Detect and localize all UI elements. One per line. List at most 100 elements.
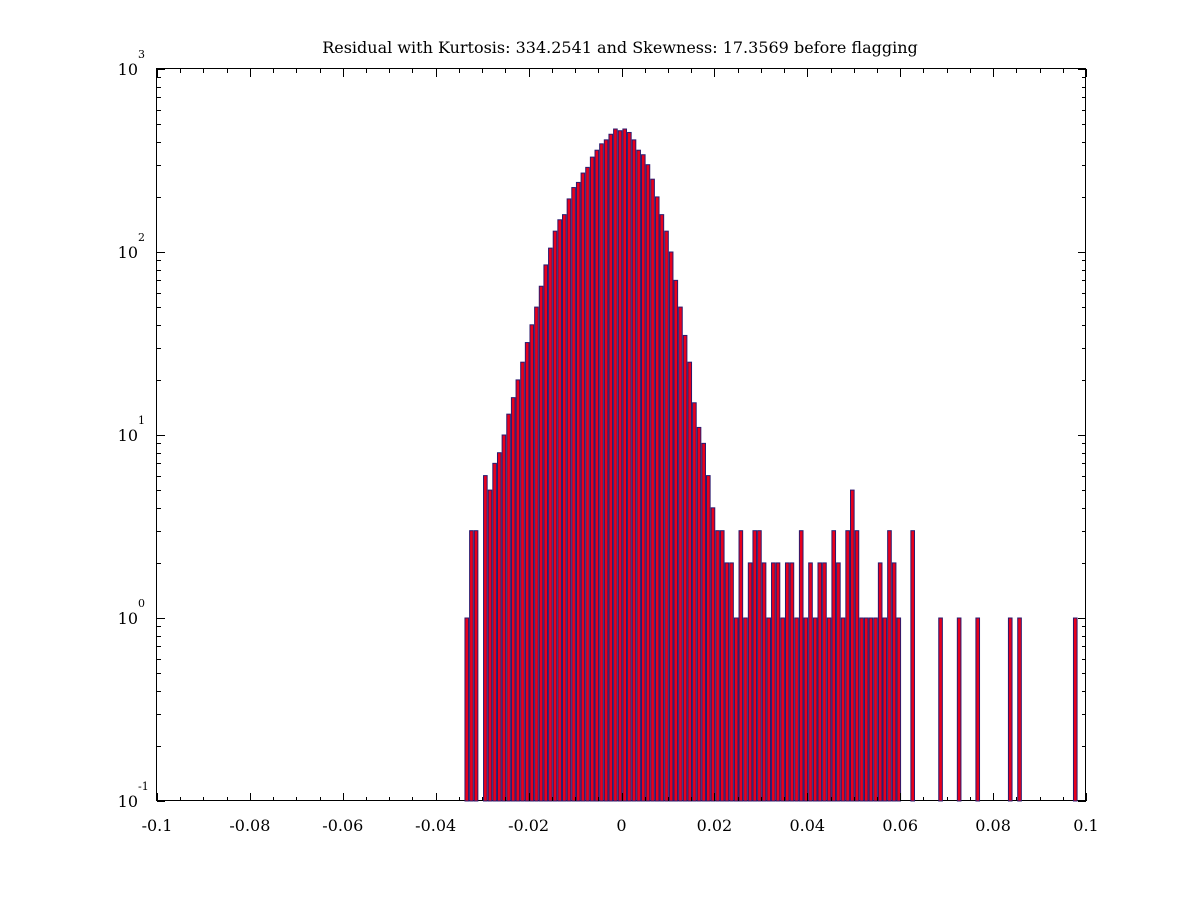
histogram-bar (501, 434, 507, 802)
histogram-bar (496, 452, 502, 802)
y-tick-exponent: 0 (138, 597, 145, 610)
histogram-bar (543, 264, 549, 802)
x-tick-label: 0.04 (789, 816, 825, 835)
histogram-bar (882, 617, 888, 802)
histogram-bar (636, 149, 641, 802)
histogram-bar (1072, 617, 1078, 802)
y-tick-exponent: 1 (138, 414, 145, 427)
histogram-bar (938, 617, 943, 802)
x-tick-label: 0.06 (882, 816, 918, 835)
histogram-bar (836, 562, 841, 802)
histogram-bar (910, 530, 916, 802)
histogram-bar (599, 143, 604, 802)
histogram-bar (780, 617, 785, 802)
x-tick-label: -0.02 (508, 816, 549, 835)
histogram-bar (659, 214, 665, 802)
histogram-bar (664, 230, 669, 802)
histogram-bar (515, 379, 521, 802)
histogram-bar (719, 530, 725, 802)
histogram-bar (548, 247, 553, 802)
histogram-bar (534, 306, 539, 802)
histogram-bar (520, 361, 525, 802)
x-tick-label: 0 (616, 816, 626, 835)
histogram-bar (575, 181, 581, 802)
histogram-bar (854, 530, 860, 802)
histogram-bar (808, 562, 813, 802)
histogram-bar (562, 214, 567, 802)
histogram-bar (594, 149, 600, 802)
histogram-bar (678, 306, 683, 802)
histogram-bar (761, 562, 767, 802)
y-tick-label: 10 (118, 426, 138, 445)
histogram-bar (552, 230, 558, 802)
histogram-bar (622, 128, 628, 802)
histogram-bar (603, 139, 609, 802)
histogram-bar (887, 530, 892, 802)
histogram-bar (668, 251, 674, 802)
histogram-bar (877, 562, 883, 802)
histogram-bar (710, 507, 716, 802)
x-tick-label: 0.02 (697, 816, 733, 835)
histogram-bar (831, 530, 837, 802)
x-tick-label: -0.04 (415, 816, 456, 835)
bars-group (464, 128, 1078, 802)
y-tick-exponent: 3 (138, 48, 145, 61)
histogram-bar (789, 562, 795, 802)
histogram-bar (580, 172, 586, 802)
histogram-bar (817, 562, 823, 802)
histogram-bar (771, 562, 776, 802)
histogram-bar (826, 617, 832, 802)
histogram-bar (645, 164, 651, 802)
y-tick-label: 10 (118, 609, 138, 628)
x-tick-label: -0.06 (322, 816, 363, 835)
x-tick-label: 0.1 (1073, 816, 1098, 835)
histogram-bar (692, 402, 697, 802)
histogram-bar (464, 617, 470, 802)
histogram-bar (706, 475, 711, 802)
histogram-bar (631, 139, 637, 802)
histogram-bar (975, 617, 981, 802)
ticks-group (157, 69, 1087, 802)
histogram-bar (696, 426, 702, 802)
histogram-bar (571, 187, 576, 802)
histogram-bar (492, 462, 497, 802)
histogram-bar (529, 324, 535, 802)
histogram-bar (891, 562, 897, 802)
histogram-bar (724, 562, 730, 802)
histogram-bar (483, 475, 488, 802)
histogram-bar (775, 562, 781, 802)
histogram-bar (654, 196, 660, 802)
chart-title: Residual with Kurtosis: 334.2541 and Ske… (322, 38, 918, 57)
histogram-bar (701, 442, 706, 802)
histogram-bar (510, 397, 516, 802)
histogram-bar (733, 617, 739, 802)
y-tick-label: 10 (118, 792, 138, 811)
histogram-bar (798, 530, 804, 802)
histogram-bar (747, 562, 753, 802)
histogram-bar (868, 617, 874, 802)
x-tick-labels: -0.1 -0.08 -0.06 -0.04 -0.02 0 0.02 0.04 0.06 0.0… (142, 816, 1099, 835)
histogram-bar (873, 617, 878, 802)
histogram-bar (896, 617, 902, 802)
histogram-bar (812, 617, 818, 802)
histogram-bar (487, 489, 493, 802)
histogram-bar (863, 617, 869, 802)
histogram-bar (757, 530, 762, 802)
histogram-bar (766, 617, 772, 802)
histogram-bar (608, 133, 614, 802)
histogram-bar (859, 617, 864, 802)
histogram-bar (1017, 617, 1022, 802)
histogram-bar (840, 617, 846, 802)
histogram-bar (738, 530, 744, 802)
histogram-bar (845, 530, 850, 802)
y-tick-exponent: 2 (138, 231, 145, 244)
histogram-bar (585, 166, 590, 802)
histogram-bar (850, 489, 855, 802)
histogram-bar (673, 279, 679, 802)
histogram-bar (538, 285, 544, 802)
y-tick-label: 10 (118, 60, 138, 79)
histogram-bar (682, 334, 688, 802)
histogram-bar (617, 130, 623, 802)
